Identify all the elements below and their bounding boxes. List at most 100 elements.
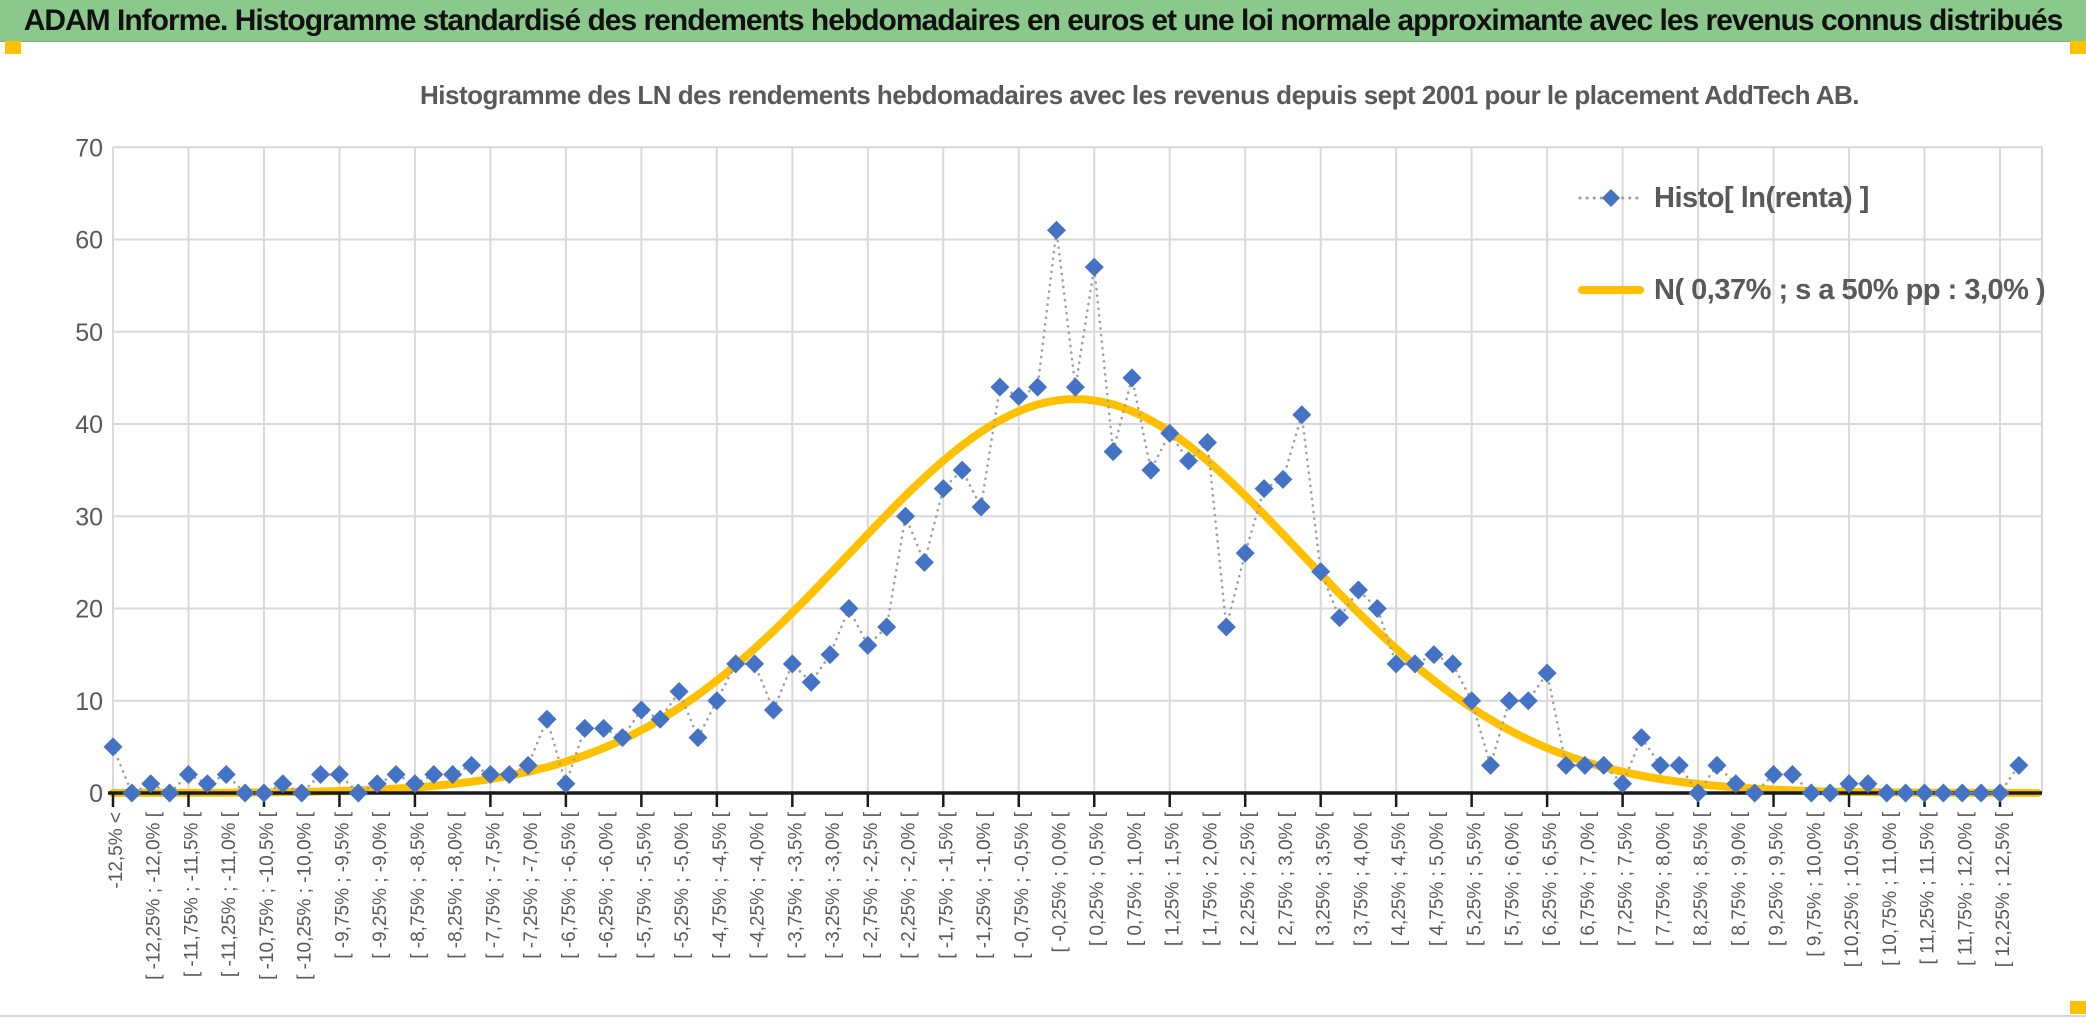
data-point-diamond[interactable] [1952,783,1972,803]
data-point-diamond[interactable] [443,765,463,785]
selection-handle-top-left[interactable] [5,41,21,54]
data-point-diamond[interactable] [801,672,821,692]
selection-handle-bottom-right[interactable] [2070,1001,2086,1014]
data-point-diamond[interactable] [311,765,331,785]
data-point-diamond[interactable] [1556,755,1576,775]
data-point-diamond[interactable] [1990,783,2010,803]
data-point-diamond[interactable] [1443,654,1463,674]
data-point-diamond[interactable] [1971,783,1991,803]
data-point-diamond[interactable] [405,774,425,794]
data-point-diamond[interactable] [1537,663,1557,683]
data-point-diamond[interactable] [1047,220,1066,240]
data-point-diamond[interactable] [896,506,916,526]
data-point-diamond[interactable] [1613,774,1633,794]
data-point-diamond[interactable] [1820,783,1840,803]
data-point-diamond[interactable] [1688,783,1708,803]
data-point-diamond[interactable] [1330,608,1350,628]
data-point-diamond[interactable] [839,599,859,618]
data-point-diamond[interactable] [103,737,123,757]
data-point-diamond[interactable] [1764,765,1784,785]
data-point-diamond[interactable] [1896,783,1916,803]
data-point-diamond[interactable] [348,783,368,803]
data-point-diamond[interactable] [1386,654,1406,674]
normal-curve[interactable] [109,395,2042,797]
data-point-diamond[interactable] [1575,755,1595,775]
data-point-diamond[interactable] [1084,257,1104,277]
data-point-diamond[interactable] [1462,691,1482,711]
data-point-diamond[interactable] [273,774,293,794]
data-point-diamond[interactable] [386,765,406,785]
data-point-diamond[interactable] [1801,783,1821,803]
data-point-diamond[interactable] [1028,377,1048,397]
data-point-diamond[interactable] [235,783,255,803]
data-point-diamond[interactable] [858,635,878,655]
data-point-diamond[interactable] [556,774,576,794]
data-point-diamond[interactable] [1348,580,1368,600]
data-point-diamond[interactable] [329,765,349,785]
data-point-diamond[interactable] [669,682,689,702]
data-point-diamond[interactable] [1933,783,1953,803]
data-point-diamond[interactable] [1216,617,1236,637]
data-point-diamond[interactable] [1707,755,1727,775]
data-point-diamond[interactable] [216,765,236,785]
data-point-diamond[interactable] [1254,479,1274,499]
data-point-diamond[interactable] [631,700,651,720]
data-point-diamond[interactable] [1197,432,1217,452]
data-point-diamond[interactable] [424,765,444,785]
data-point-diamond[interactable] [367,774,387,794]
data-point-diamond[interactable] [1650,755,1670,775]
selection-handle-top-right[interactable] [2070,41,2086,54]
data-point-diamond[interactable] [499,765,519,785]
data-point-diamond[interactable] [1518,691,1538,711]
data-point-diamond[interactable] [2009,755,2029,775]
data-point-diamond[interactable] [1235,543,1255,563]
data-point-diamond[interactable] [575,718,595,738]
data-point-diamond[interactable] [1103,442,1123,462]
data-point-diamond[interactable] [820,645,840,665]
data-point-diamond[interactable] [1481,755,1501,775]
data-point-diamond[interactable] [707,691,727,711]
legend-item-histogram[interactable]: Histo[ ln(renta) ] [1578,178,2045,218]
data-point-diamond[interactable] [462,755,482,775]
data-point-diamond[interactable] [1405,654,1425,674]
data-point-diamond[interactable] [1858,774,1878,794]
data-point-diamond[interactable] [1499,691,1519,711]
data-point-diamond[interactable] [1782,765,1802,785]
data-point-diamond[interactable] [1160,423,1180,443]
data-point-diamond[interactable] [1179,451,1199,471]
data-point-diamond[interactable] [1745,783,1765,803]
data-point-diamond[interactable] [745,654,765,674]
data-point-diamond[interactable] [1273,469,1293,489]
data-point-diamond[interactable] [1065,377,1085,397]
data-point-diamond[interactable] [726,654,746,674]
data-point-diamond[interactable] [178,765,198,785]
data-point-diamond[interactable] [914,552,934,572]
data-point-diamond[interactable] [1877,783,1897,803]
data-point-diamond[interactable] [160,783,180,803]
legend-item-normal-curve[interactable]: N( 0,37% ; s a 50% pp : 3,0% ) [1578,270,2046,310]
data-point-diamond[interactable] [292,783,312,803]
data-point-diamond[interactable] [1367,599,1387,618]
data-point-diamond[interactable] [1122,368,1142,388]
data-point-diamond[interactable] [537,709,557,729]
data-point-diamond[interactable] [1669,755,1689,775]
data-point-diamond[interactable] [782,654,802,674]
data-point-diamond[interactable] [1726,774,1746,794]
data-point-diamond[interactable] [688,728,708,748]
data-point-diamond[interactable] [1839,774,1859,794]
data-point-diamond[interactable] [1594,755,1614,775]
data-point-diamond[interactable] [594,718,614,738]
data-point-diamond[interactable] [877,617,897,637]
data-point-diamond[interactable] [141,774,161,794]
data-point-diamond[interactable] [1311,562,1331,582]
data-point-diamond[interactable] [122,783,142,803]
data-point-diamond[interactable] [480,765,500,785]
data-point-diamond[interactable] [990,377,1010,397]
data-point-diamond[interactable] [971,497,991,517]
data-point-diamond[interactable] [254,783,274,803]
data-point-diamond[interactable] [1631,728,1651,748]
data-point-diamond[interactable] [612,728,632,748]
data-point-diamond[interactable] [1292,405,1312,425]
data-point-diamond[interactable] [1915,783,1935,803]
